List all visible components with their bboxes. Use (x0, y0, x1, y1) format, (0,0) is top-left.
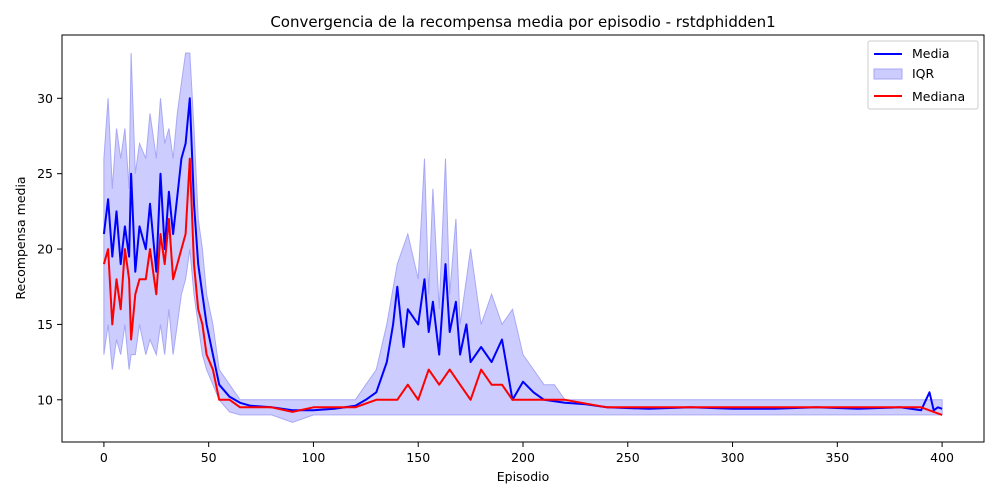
mediana-line (102, 157, 943, 416)
axis-ticks: 0 50 100 150 200 250 300 350 400 10 15 20 25 30 (37, 91, 954, 465)
plot-frame (61, 34, 985, 443)
x-tick-label: 400 (930, 450, 954, 465)
chart-title: Convergencia de la recompensa media por … (270, 13, 775, 31)
legend: Media IQR Mediana (867, 40, 979, 110)
legend-box (867, 40, 979, 110)
x-tick-label: 300 (721, 450, 745, 465)
x-tick-label: 150 (406, 450, 430, 465)
legend-mediana-label: Mediana (912, 89, 965, 104)
plot-area (102, 52, 943, 423)
x-tick-label: 350 (825, 450, 849, 465)
x-axis-label: Episodio (497, 469, 550, 484)
y-tick-label: 10 (37, 392, 53, 407)
x-tick-label: 50 (201, 450, 217, 465)
y-tick-label: 20 (37, 242, 53, 257)
x-tick-label: 200 (511, 450, 535, 465)
x-tick-label: 0 (100, 450, 108, 465)
y-tick-label: 25 (37, 166, 53, 181)
x-tick-label: 100 (302, 450, 326, 465)
y-axis-label: Recompensa media (13, 176, 28, 299)
legend-iqr-label: IQR (912, 66, 935, 81)
legend-media-label: Media (912, 46, 950, 61)
x-tick-label: 250 (616, 450, 640, 465)
y-tick-label: 15 (37, 317, 53, 332)
legend-iqr-swatch (873, 68, 903, 80)
y-tick-label: 30 (37, 91, 53, 106)
